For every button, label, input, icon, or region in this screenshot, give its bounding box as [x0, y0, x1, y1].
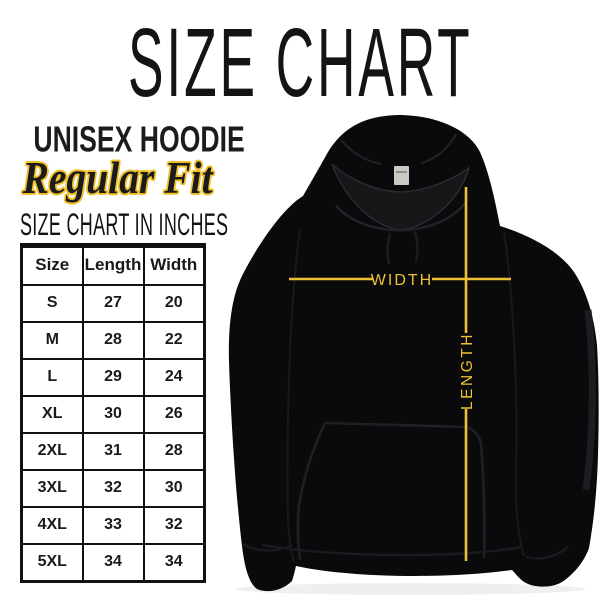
- left-cuff-seam: [242, 543, 293, 552]
- product-name: UNISEX HOODIE: [0, 120, 244, 160]
- table-cell: 32: [142, 505, 206, 545]
- pocket-seam-right: [324, 421, 486, 559]
- table-row: 5XL 34 34: [20, 542, 206, 583]
- page-title: SIZE CHART: [0, 6, 600, 117]
- table-cell: M: [20, 320, 84, 360]
- table-cell: 29: [81, 357, 145, 397]
- table-cell: 28: [81, 320, 145, 360]
- table-cell: 28: [142, 431, 206, 471]
- hood-interior: [331, 163, 471, 231]
- hood-fold-right: [420, 133, 457, 164]
- neck-tag: [394, 166, 409, 185]
- table-heading: SIZE CHART IN INCHES: [20, 208, 228, 248]
- sleeve-highlight: [582, 309, 596, 491]
- table-row: XL 30 26: [20, 394, 206, 434]
- table-row: M 28 22: [20, 320, 206, 360]
- table-cell: 2XL: [20, 431, 84, 471]
- hoodie-shadow: [235, 583, 585, 595]
- width-label: WIDTH: [371, 272, 433, 289]
- table-cell: 5XL: [20, 542, 84, 583]
- table-row: S 27 20: [20, 284, 206, 323]
- hood-fold-left: [340, 139, 382, 165]
- table-cell: 34: [81, 542, 145, 583]
- column-header-size: Size: [20, 243, 84, 286]
- table-cell: S: [20, 284, 84, 323]
- table-cell: 24: [142, 357, 206, 397]
- hoodie-silhouette: [228, 115, 599, 592]
- table-row: 3XL 32 30: [20, 468, 206, 508]
- table-cell: 27: [81, 284, 145, 323]
- table-row: 4XL 33 32: [20, 505, 206, 545]
- size-table: Size Length Width S 27 20 M 28 22 L 29 2…: [20, 243, 206, 583]
- table-cell: 26: [142, 394, 206, 434]
- table-cell: 30: [81, 394, 145, 434]
- table-cell: 32: [81, 468, 145, 508]
- table-cell: 4XL: [20, 505, 84, 545]
- hem-seam: [261, 543, 523, 557]
- column-header-width: Width: [142, 243, 206, 286]
- collar-seam: [335, 201, 467, 232]
- table-cell: 20: [142, 284, 206, 323]
- fit-label-text: Regular Fit: [22, 152, 214, 203]
- table-cell: 31: [81, 431, 145, 471]
- right-sleeve-seam: [503, 231, 525, 557]
- table-cell: L: [20, 357, 84, 397]
- page-title-text: SIZE CHART: [127, 7, 473, 117]
- table-header-row: Size Length Width: [20, 243, 206, 286]
- right-cuff-seam: [525, 546, 569, 560]
- pocket-seam-left: [296, 422, 327, 561]
- table-cell: 33: [81, 505, 145, 545]
- table-cell: 34: [142, 542, 206, 583]
- table-cell: XL: [20, 394, 84, 434]
- product-name-text: UNISEX HOODIE: [33, 120, 245, 160]
- table-cell: 22: [142, 320, 206, 360]
- length-label: LENGTH: [459, 332, 476, 410]
- table-heading-text: SIZE CHART IN INCHES: [20, 208, 229, 243]
- table-row: L 29 24: [20, 357, 206, 397]
- column-header-length: Length: [81, 243, 145, 286]
- drawstring-left: [386, 232, 392, 265]
- fit-label: Regular Fit: [0, 151, 236, 204]
- table-row: 2XL 31 28: [20, 431, 206, 471]
- table-cell: 3XL: [20, 468, 84, 508]
- drawstring-right: [413, 230, 419, 262]
- table-cell: 30: [142, 468, 206, 508]
